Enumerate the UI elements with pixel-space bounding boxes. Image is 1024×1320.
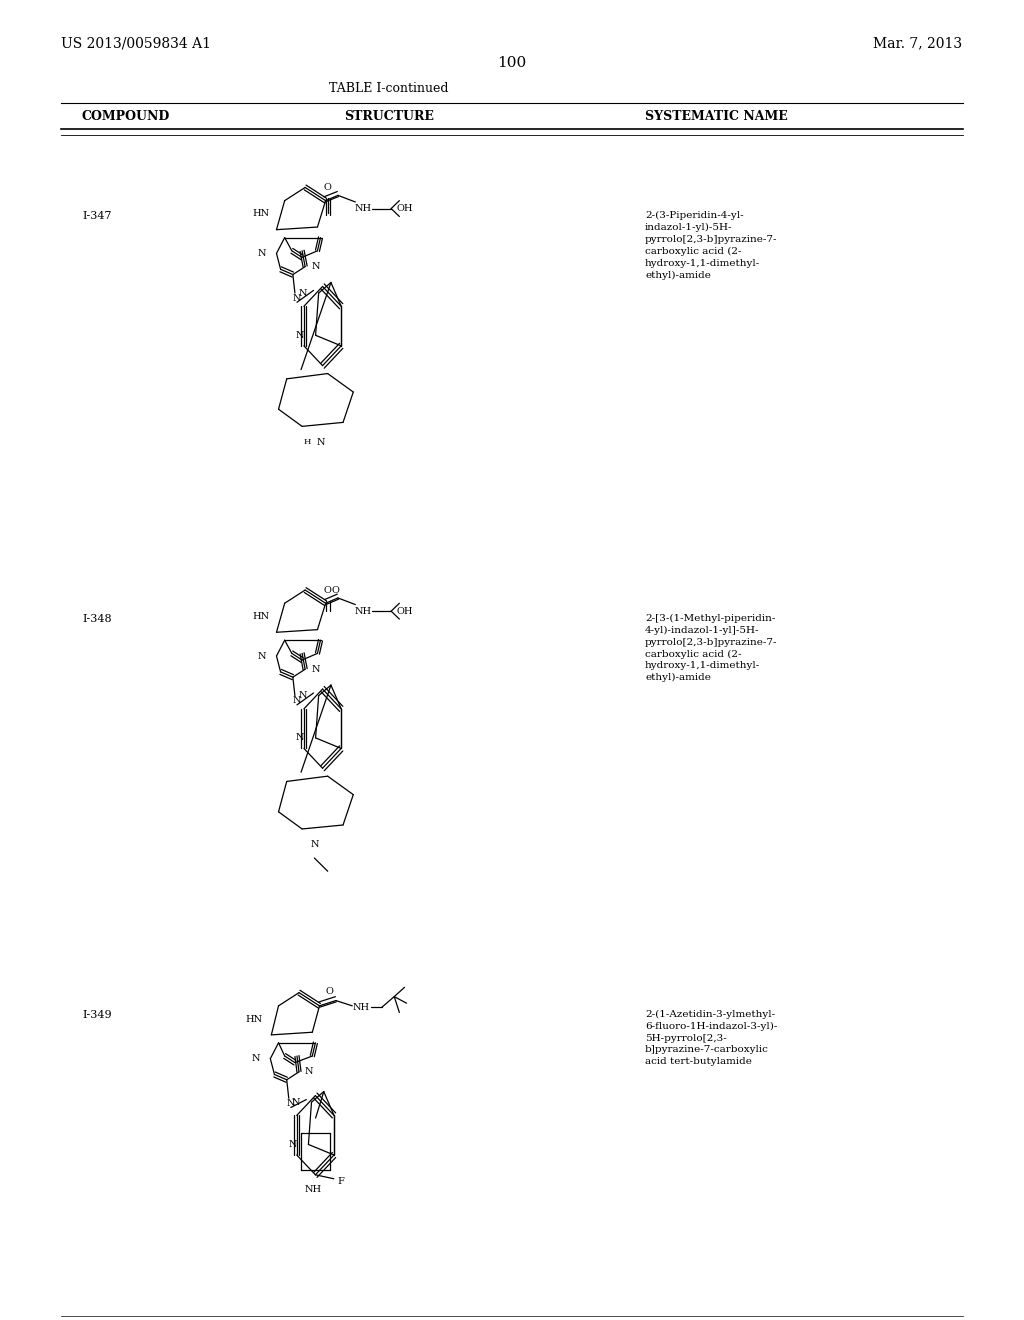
Text: O: O bbox=[326, 987, 334, 995]
Text: N: N bbox=[311, 665, 319, 673]
Text: N: N bbox=[296, 734, 304, 742]
Text: 2-[3-(1-Methyl-piperidin-
4-yl)-indazol-1-yl]-5H-
pyrrolo[2,3-b]pyrazine-7-
carb: 2-[3-(1-Methyl-piperidin- 4-yl)-indazol-… bbox=[645, 614, 777, 682]
Text: N: N bbox=[292, 1098, 300, 1106]
Text: N: N bbox=[289, 1140, 297, 1148]
Text: O: O bbox=[324, 586, 332, 594]
Text: N: N bbox=[310, 841, 318, 849]
Text: OH: OH bbox=[396, 205, 413, 213]
Text: TABLE I-continued: TABLE I-continued bbox=[330, 82, 449, 95]
Text: Mar. 7, 2013: Mar. 7, 2013 bbox=[873, 37, 963, 50]
Text: N: N bbox=[287, 1100, 295, 1107]
Text: NH: NH bbox=[355, 607, 372, 615]
Text: I-347: I-347 bbox=[82, 211, 112, 222]
Text: STRUCTURE: STRUCTURE bbox=[344, 110, 434, 123]
Text: N: N bbox=[258, 249, 266, 257]
Text: OH: OH bbox=[396, 607, 413, 615]
Text: F: F bbox=[338, 1177, 344, 1185]
Text: NH: NH bbox=[355, 205, 372, 213]
Text: NH: NH bbox=[305, 1185, 323, 1193]
Text: N: N bbox=[305, 1068, 313, 1076]
Text: 2-(1-Azetidin-3-ylmethyl-
6-fluoro-1H-indazol-3-yl)-
5H-pyrrolo[2,3-
b]pyrazine-: 2-(1-Azetidin-3-ylmethyl- 6-fluoro-1H-in… bbox=[645, 1010, 777, 1067]
Text: O: O bbox=[332, 586, 340, 594]
Text: N: N bbox=[252, 1055, 260, 1063]
Text: N: N bbox=[258, 652, 266, 660]
Text: I-349: I-349 bbox=[82, 1010, 112, 1020]
Text: N: N bbox=[316, 438, 325, 446]
Text: HN: HN bbox=[253, 210, 269, 218]
Text: H: H bbox=[303, 438, 311, 446]
Text: O: O bbox=[324, 183, 332, 191]
Text: 100: 100 bbox=[498, 57, 526, 70]
Text: HN: HN bbox=[253, 612, 269, 620]
Text: N: N bbox=[296, 331, 304, 339]
Text: HN: HN bbox=[246, 1015, 262, 1023]
Text: I-348: I-348 bbox=[82, 614, 112, 624]
Text: N: N bbox=[299, 289, 307, 297]
Text: N: N bbox=[299, 692, 307, 700]
Text: N: N bbox=[311, 263, 319, 271]
Text: N: N bbox=[293, 294, 301, 302]
Text: SYSTEMATIC NAME: SYSTEMATIC NAME bbox=[645, 110, 787, 123]
Text: COMPOUND: COMPOUND bbox=[82, 110, 170, 123]
Text: 2-(3-Piperidin-4-yl-
indazol-1-yl)-5H-
pyrrolo[2,3-b]pyrazine-7-
carboxylic acid: 2-(3-Piperidin-4-yl- indazol-1-yl)-5H- p… bbox=[645, 211, 777, 280]
Text: N: N bbox=[293, 697, 301, 705]
Text: NH: NH bbox=[353, 1003, 370, 1011]
Text: US 2013/0059834 A1: US 2013/0059834 A1 bbox=[61, 37, 211, 50]
